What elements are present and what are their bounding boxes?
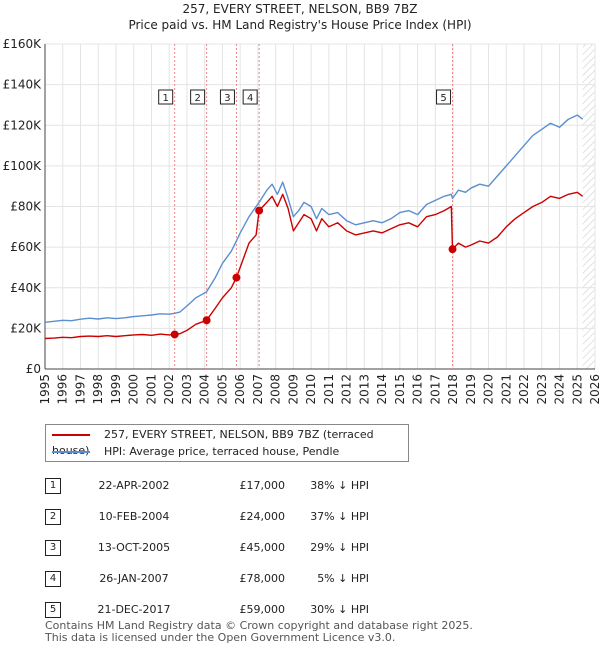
sale-hpi-diff: 5% ↓ HPI (317, 572, 369, 585)
y-tick-label: £0 (26, 362, 41, 376)
x-tick-label: 2008 (269, 374, 283, 405)
x-tick-label: 2021 (499, 374, 513, 405)
sale-number-box (219, 89, 235, 105)
sale-number-box (436, 89, 452, 105)
chart-subtitle: Price paid vs. HM Land Registry's House … (128, 18, 471, 32)
x-tick-label: 1995 (38, 374, 52, 405)
x-tick-label: 2018 (446, 374, 460, 405)
footer-copyright: Contains HM Land Registry data © Crown c… (45, 619, 473, 632)
x-tick-label: 1998 (91, 374, 105, 405)
legend-item-property: 257, EVERY STREET, NELSON, BB9 7BZ (terr… (52, 427, 408, 457)
table-row: 1 22-APR-2002 £17,000 38% ↓ HPI (45, 470, 369, 501)
sale-hpi-diff: 29% ↓ HPI (310, 541, 369, 554)
sale-number-badge: 4 (45, 570, 61, 587)
x-tick-label: 2009 (286, 374, 300, 405)
sale-date: 21-DEC-2017 (97, 603, 171, 616)
x-tick-label: 2025 (570, 374, 584, 405)
table-row: 5 21-DEC-2017 £59,000 30% ↓ HPI (45, 594, 369, 625)
y-tick-label: £120K (3, 118, 43, 132)
legend-swatch-property (52, 434, 90, 436)
x-tick-label: 2024 (553, 374, 567, 405)
y-tick-label: £60K (10, 240, 42, 254)
sale-hpi-diff: 30% ↓ HPI (310, 603, 369, 616)
sale-number-badge: 2 (45, 508, 61, 525)
x-tick-label: 2020 (482, 374, 496, 405)
sale-price: £24,000 (239, 510, 286, 523)
x-tick-label: 1996 (56, 374, 70, 405)
sale-number-box (158, 89, 174, 105)
x-tick-label: 1999 (109, 374, 123, 405)
property-price-line (44, 191, 584, 340)
sale-number-badge: 3 (45, 539, 61, 556)
y-tick-label: £40K (10, 281, 42, 295)
x-tick-label: 2014 (375, 374, 389, 405)
legend-label-hpi: HPI: Average price, terraced house, Pend… (104, 445, 340, 458)
x-tick-label: 2017 (428, 374, 442, 405)
footer-license: This data is licensed under the Open Gov… (45, 631, 396, 644)
legend-swatch-hpi (52, 451, 90, 453)
sale-hpi-diff: 37% ↓ HPI (310, 510, 369, 523)
table-row: 3 13-OCT-2005 £45,000 29% ↓ HPI (45, 532, 369, 563)
sale-number-label: 3 (224, 93, 230, 104)
x-tick-label: 2019 (464, 374, 478, 405)
x-tick-label: 2023 (535, 374, 549, 405)
sale-number-box (242, 89, 258, 105)
sale-point (170, 330, 179, 339)
x-tick-label: 2010 (304, 374, 318, 405)
sale-hpi-diff: 38% ↓ HPI (310, 479, 369, 492)
x-tick-label: 2016 (411, 374, 425, 405)
sale-number-label: 1 (163, 93, 169, 104)
sale-price: £78,000 (239, 572, 286, 585)
sale-date: 26-JAN-2007 (99, 572, 169, 585)
x-tick-label: 2004 (198, 374, 212, 405)
sale-number-badge: 5 (45, 601, 61, 618)
x-tick-label: 2011 (322, 374, 336, 405)
y-tick-label: £160K (3, 37, 43, 51)
x-tick-label: 2003 (180, 374, 194, 405)
y-tick-label: £20K (10, 321, 42, 335)
y-tick-label: £100K (3, 159, 43, 173)
sale-price: £17,000 (239, 479, 286, 492)
sale-date: 22-APR-2002 (98, 479, 170, 492)
table-row: 2 10-FEB-2004 £24,000 37% ↓ HPI (45, 501, 369, 532)
x-tick-label: 2013 (357, 374, 371, 405)
x-tick-label: 2015 (393, 374, 407, 405)
x-tick-label: 2006 (233, 374, 247, 405)
x-tick-label: 2026 (588, 374, 600, 405)
sale-point (448, 245, 457, 254)
sale-date: 13-OCT-2005 (97, 541, 171, 554)
x-tick-label: 2012 (340, 374, 354, 405)
hpi-line (44, 114, 584, 323)
x-tick-label: 2007 (251, 374, 265, 405)
footer: Contains HM Land Registry data © Crown c… (45, 620, 473, 644)
x-tick-label: 2000 (127, 374, 141, 405)
legend: 257, EVERY STREET, NELSON, BB9 7BZ (terr… (45, 424, 409, 462)
sale-number-box (190, 89, 206, 105)
sale-point (255, 206, 264, 215)
sale-date: 10-FEB-2004 (98, 510, 170, 523)
x-tick-label: 1997 (73, 374, 87, 405)
sale-number-badge: 1 (45, 477, 61, 494)
legend-label-property: 257, EVERY STREET, NELSON, BB9 7BZ (terr… (52, 428, 374, 457)
sale-number-label: 2 (194, 93, 200, 104)
y-tick-label: £140K (3, 78, 43, 92)
x-tick-label: 2005 (215, 374, 229, 405)
legend-item-hpi: HPI: Average price, terraced house, Pend… (52, 444, 339, 460)
sale-number-label: 5 (440, 93, 446, 104)
x-tick-label: 2002 (162, 374, 176, 405)
chart-title: 257, EVERY STREET, NELSON, BB9 7BZ (183, 2, 418, 16)
sale-price: £45,000 (239, 541, 286, 554)
y-tick-label: £80K (10, 200, 42, 214)
sale-number-label: 4 (247, 93, 253, 104)
sale-point (202, 316, 211, 325)
x-tick-label: 2001 (144, 374, 158, 405)
x-tick-label: 2022 (517, 374, 531, 405)
table-row: 4 26-JAN-2007 £78,000 5% ↓ HPI (45, 563, 369, 594)
price-chart: 257, EVERY STREET, NELSON, BB9 7BZ Price… (3, 2, 600, 405)
sale-price: £59,000 (239, 603, 286, 616)
sales-table: 1 22-APR-2002 £17,000 38% ↓ HPI 2 10-FEB… (45, 470, 369, 625)
sale-point (232, 273, 241, 282)
